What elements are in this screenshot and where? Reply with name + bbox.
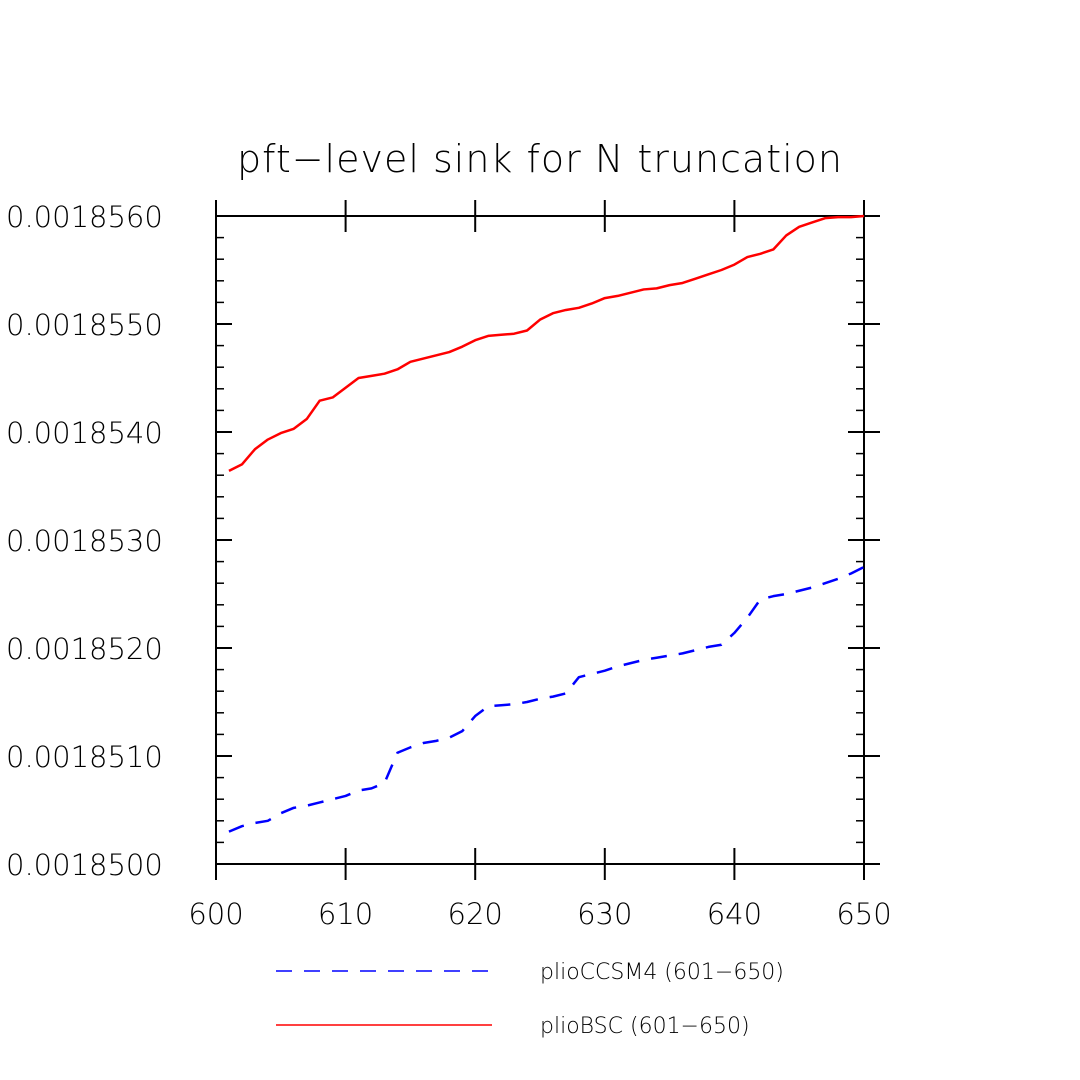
x-tick-label: 630 xyxy=(577,897,632,931)
x-axis-tick-labels: 600 610 620 630 640 650 xyxy=(188,897,891,931)
legend: plioCCSM4 (601−650) plioBSC (601−650) xyxy=(276,960,784,1039)
y-tick-label: 0.0018520 xyxy=(6,632,163,666)
legend-label-0: plioCCSM4 (601−650) xyxy=(540,960,784,985)
y-tick-label: 0.0018510 xyxy=(6,740,163,774)
legend-label-1: plioBSC (601−650) xyxy=(540,1014,750,1039)
axis-ticks xyxy=(215,200,880,880)
x-tick-label: 600 xyxy=(188,897,243,931)
y-tick-label: 0.0018540 xyxy=(6,416,163,450)
y-tick-label: 0.0018560 xyxy=(6,200,163,234)
x-tick-label: 620 xyxy=(448,897,503,931)
x-tick-label: 640 xyxy=(707,897,762,931)
y-tick-label: 0.0018550 xyxy=(6,308,163,342)
x-tick-label: 610 xyxy=(318,897,373,931)
y-axis-tick-labels: 0.0018500 0.0018510 0.0018520 0.0018530 0.00… xyxy=(6,200,163,882)
series-lines xyxy=(228,214,865,833)
series-line-1 xyxy=(228,214,865,472)
y-tick-label: 0.0018500 xyxy=(6,848,163,882)
y-tick-label: 0.0018530 xyxy=(6,524,163,558)
x-tick-label: 650 xyxy=(836,897,891,931)
chart-title: pft−level sink for N truncation xyxy=(237,137,843,181)
